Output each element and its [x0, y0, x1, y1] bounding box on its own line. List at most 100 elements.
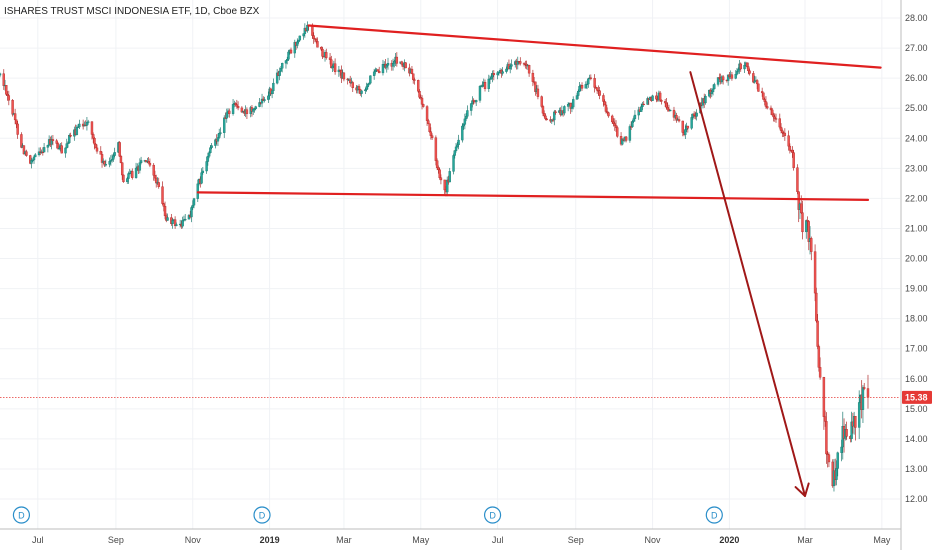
candle-body: [800, 203, 803, 213]
candle-body: [730, 74, 734, 79]
dividend-marker-label: D: [18, 511, 25, 521]
candle-body: [118, 142, 121, 157]
candle-body: [660, 99, 663, 102]
candle-body: [613, 123, 616, 126]
candle-body: [99, 150, 102, 155]
candle-body: [545, 118, 548, 120]
down-arrow-head: [794, 482, 810, 497]
candle-body: [296, 41, 299, 46]
candle-body: [554, 111, 557, 113]
time-tick-label: Mar: [336, 535, 352, 545]
candle-body: [589, 77, 593, 79]
candle-body: [297, 39, 300, 43]
candle-body: [377, 70, 381, 74]
candle-body: [739, 63, 742, 70]
candle-body: [219, 132, 222, 134]
candle-body: [376, 69, 380, 72]
candle-body: [429, 131, 433, 136]
down-arrow-shaft[interactable]: [689, 71, 806, 497]
last-price-badge-bg: [902, 390, 932, 404]
candle-body: [93, 138, 96, 145]
candle-body: [201, 170, 205, 173]
candle-body: [805, 220, 808, 233]
candle-body: [840, 446, 843, 453]
candle-body: [779, 126, 783, 131]
candle-body: [684, 129, 687, 135]
candle-body: [624, 136, 628, 141]
candle-body: [209, 147, 212, 153]
candle-body: [640, 106, 643, 112]
candle-body: [126, 178, 129, 182]
candle-body: [298, 35, 302, 41]
time-tick-label: May: [412, 535, 430, 545]
candle-body: [827, 454, 831, 463]
candle-body: [15, 119, 18, 125]
candle-body: [710, 91, 713, 94]
candle-body: [275, 72, 279, 84]
dividend-marker[interactable]: D: [12, 506, 31, 524]
candle-body: [462, 124, 465, 127]
candle-body: [75, 126, 79, 135]
candle-body: [563, 106, 566, 114]
candle-body: [616, 127, 619, 137]
price-tick-label: 12.00: [905, 494, 928, 504]
candle-body: [527, 65, 531, 74]
candle-body: [570, 106, 574, 109]
candle-body: [857, 402, 861, 428]
candle-body: [642, 103, 645, 106]
dividend-marker[interactable]: D: [705, 506, 723, 524]
lower-trendline[interactable]: [196, 191, 870, 201]
candle-body: [866, 388, 870, 398]
candle-body: [278, 71, 281, 76]
candle-body: [25, 151, 28, 156]
candle-body: [575, 95, 579, 100]
candle-body: [813, 251, 817, 294]
candle-body: [607, 112, 610, 117]
candle-body: [663, 101, 667, 104]
candle-body: [78, 123, 81, 128]
candle-body: [593, 78, 596, 88]
price-tick-label: 23.00: [905, 163, 928, 173]
candle-body: [763, 99, 766, 102]
candle-body: [161, 186, 164, 204]
upper-trendline[interactable]: [307, 24, 882, 69]
candle-body: [51, 139, 55, 141]
price-tick-label: 17.00: [905, 344, 928, 354]
candle-body: [863, 387, 866, 389]
candle-body: [665, 102, 668, 108]
dividend-marker-label: D: [259, 511, 266, 521]
candle-body: [621, 138, 624, 145]
time-tick-label: May: [873, 535, 891, 545]
candle-body: [566, 104, 570, 107]
candle-body: [748, 70, 751, 74]
time-axis[interactable]: Jul Sep Nov 2019 Mar May Jul Sep Nov 2020 Mar May: [0, 528, 901, 545]
candle-body: [163, 206, 167, 217]
candle-body: [400, 61, 404, 65]
candle-body: [544, 115, 547, 120]
price-axis[interactable]: 12.00 13.00 14.00 15.00 16.00 17.00 18.00 19.00…: [900, 0, 928, 550]
candle-body: [393, 61, 396, 64]
candle-body: [119, 155, 123, 163]
time-tick-label: Jul: [492, 535, 504, 545]
candle-body: [637, 109, 640, 116]
candle-body: [223, 117, 226, 133]
candle-body: [796, 167, 799, 192]
time-tick-label: Nov: [185, 535, 202, 545]
candle-body: [417, 80, 420, 92]
last-price-label: 15.38: [905, 392, 928, 402]
candle-body: [772, 114, 775, 118]
candle-body: [755, 80, 759, 85]
candle-body: [854, 416, 857, 428]
candle-body: [553, 111, 556, 121]
candle-body: [734, 74, 737, 79]
dividend-marker[interactable]: D: [253, 506, 271, 524]
candle-body: [287, 51, 290, 60]
candle-body: [598, 90, 601, 96]
dividend-marker[interactable]: D: [483, 506, 502, 524]
candle-body: [745, 62, 749, 67]
price-tick-label: 14.00: [905, 434, 928, 444]
candle-body: [641, 103, 644, 107]
